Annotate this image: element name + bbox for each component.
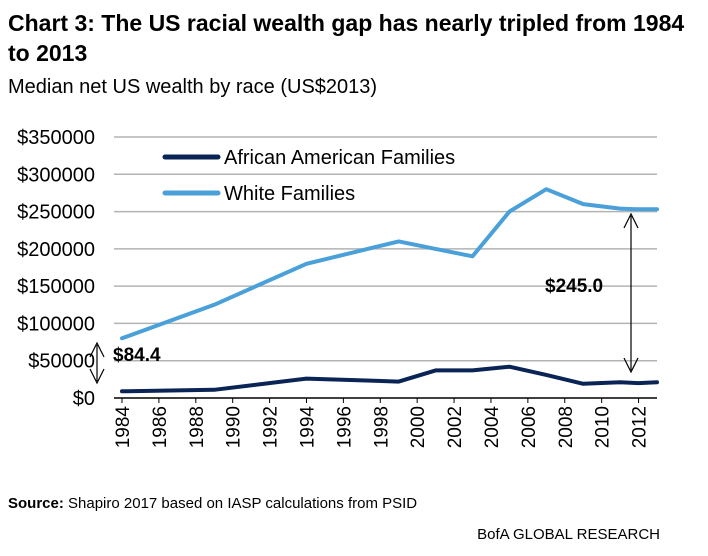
annotations: $84.4 $245.0 — [89, 212, 639, 385]
x-tick-label: 2002 — [445, 406, 466, 448]
gap-arrow-2012 — [623, 212, 639, 374]
y-tick-label: $250000 — [17, 202, 95, 224]
y-tick-label: $50000 — [28, 351, 95, 373]
x-tick-label: 2006 — [519, 406, 540, 448]
x-tick-label: 1986 — [150, 406, 171, 448]
x-tick-label: 2008 — [556, 406, 577, 448]
y-tick-label: $300000 — [17, 164, 95, 186]
arrow-head-down — [623, 357, 639, 374]
x-tick-label: 1992 — [261, 406, 282, 448]
gap-label-2012: $245.0 — [545, 276, 603, 297]
source-label: Source: — [8, 495, 64, 512]
x-tick-label: 2000 — [408, 406, 429, 448]
source-note: Source: Shapiro 2017 based on IASP calcu… — [8, 495, 417, 512]
y-axis: $0 $50000 $100000 $150000 $200000 $250000 $300… — [17, 127, 95, 410]
y-tick-label: $150000 — [17, 276, 95, 298]
y-tick-label: $0 — [73, 388, 95, 410]
legend-label: White Families — [224, 183, 355, 205]
legend: African American Families White Families — [162, 147, 455, 205]
brand-label: BofA GLOBAL RESEARCH — [477, 526, 660, 543]
x-tick-label: 1988 — [187, 406, 208, 448]
arrow-head-down — [89, 368, 105, 385]
series-lines — [120, 187, 659, 394]
x-tick-label: 1996 — [334, 406, 355, 448]
y-tick-label: $350000 — [17, 127, 95, 149]
x-tick-label: 1998 — [371, 406, 392, 448]
chart-title: Chart 3: The US racial wealth gap has ne… — [8, 10, 685, 66]
x-tick-label: 1990 — [224, 406, 245, 448]
y-tick-label: $200000 — [17, 239, 95, 261]
x-tick-label: 1994 — [297, 406, 318, 449]
arrow-head-up — [89, 341, 105, 358]
x-axis: 1984 1986 1988 1990 1992 1994 1996 1998 2000 2002… — [113, 398, 651, 448]
source-text: Shapiro 2017 based on IASP calculations … — [63, 495, 418, 512]
x-tick-label: 2004 — [482, 406, 503, 449]
gap-arrow-1984 — [89, 341, 105, 385]
gap-label-1984: $84.4 — [113, 345, 161, 366]
x-tick-label: 2010 — [593, 406, 614, 448]
x-tick-label: 1984 — [113, 406, 134, 449]
chart-subtitle: Median net US wealth by race (US$2013) — [8, 76, 378, 98]
legend-label: African American Families — [224, 147, 455, 169]
gridlines — [114, 136, 657, 399]
arrow-head-up — [623, 212, 639, 229]
x-tick-label: 2012 — [630, 406, 651, 448]
y-tick-label: $100000 — [17, 313, 95, 335]
series-line-white — [120, 187, 659, 341]
series-line-african-american — [120, 364, 659, 394]
